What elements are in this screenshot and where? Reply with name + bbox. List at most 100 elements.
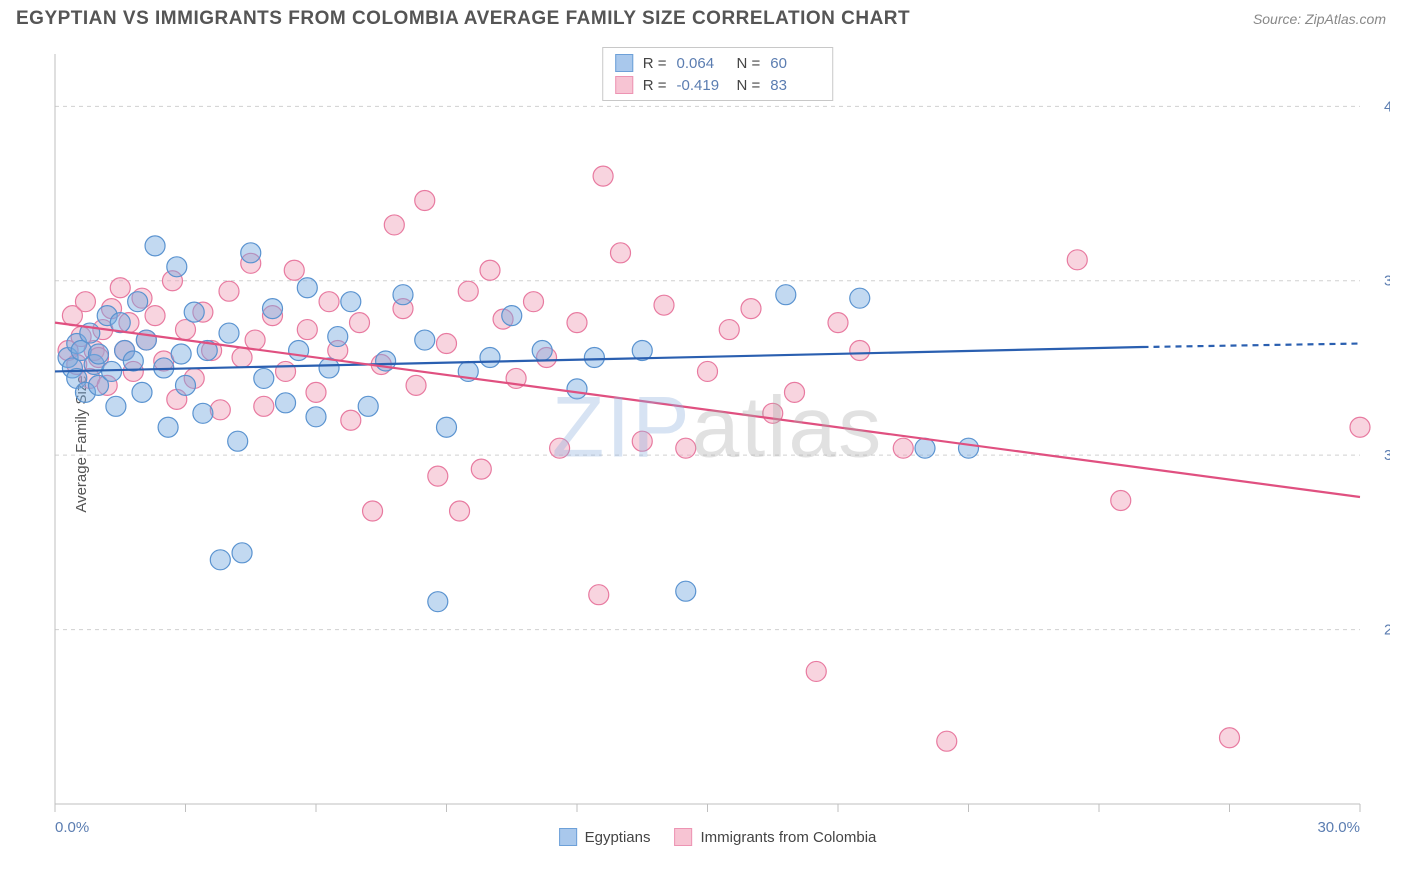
data-point [828, 313, 848, 333]
data-point [341, 410, 361, 430]
data-point [219, 323, 239, 343]
scatter-plot: 2.503.003.504.000.0%30.0% [45, 44, 1390, 844]
y-tick-label: 3.50 [1384, 273, 1390, 290]
legend-item-2: Immigrants from Colombia [674, 828, 876, 846]
data-point [393, 285, 413, 305]
data-point [193, 403, 213, 423]
data-point [176, 375, 196, 395]
data-point [297, 320, 317, 340]
legend-label-1: Egyptians [585, 829, 651, 846]
stats-legend: R = 0.064 N = 60 R = -0.419 N = 83 [602, 47, 834, 101]
data-point [785, 382, 805, 402]
swatch-icon [674, 828, 692, 846]
data-point [289, 341, 309, 361]
data-point [428, 592, 448, 612]
data-point [654, 295, 674, 315]
data-point [428, 466, 448, 486]
data-point [89, 344, 109, 364]
data-point [524, 292, 544, 312]
data-point [850, 341, 870, 361]
data-point [593, 166, 613, 186]
n-value-2: 83 [770, 77, 820, 94]
data-point [232, 347, 252, 367]
data-point [471, 459, 491, 479]
data-point [284, 260, 304, 280]
data-point [341, 292, 361, 312]
stats-row-2: R = -0.419 N = 83 [615, 74, 821, 96]
data-point [228, 431, 248, 451]
x-start-label: 0.0% [55, 819, 89, 836]
data-point [1350, 417, 1370, 437]
data-point [167, 257, 187, 277]
data-point [676, 438, 696, 458]
data-point [328, 327, 348, 347]
data-point [219, 281, 239, 301]
r-label: R = [643, 55, 667, 72]
source-label: Source: ZipAtlas.com [1253, 11, 1386, 27]
legend-label-2: Immigrants from Colombia [700, 829, 876, 846]
data-point [480, 260, 500, 280]
data-point [132, 382, 152, 402]
data-point [567, 379, 587, 399]
data-point [106, 396, 126, 416]
data-point [1220, 728, 1240, 748]
data-point [937, 731, 957, 751]
data-point [350, 313, 370, 333]
data-point [698, 361, 718, 381]
data-point [102, 361, 122, 381]
data-point [297, 278, 317, 298]
series-legend: Egyptians Immigrants from Colombia [559, 828, 877, 846]
data-point [384, 215, 404, 235]
data-point [306, 407, 326, 427]
trend-line-extrapolated [1143, 344, 1361, 347]
x-end-label: 30.0% [1317, 819, 1360, 836]
data-point [210, 550, 230, 570]
data-point [1067, 250, 1087, 270]
data-point [502, 306, 522, 326]
data-point [567, 313, 587, 333]
data-point [306, 382, 326, 402]
n-label: N = [737, 55, 761, 72]
swatch-series-2 [615, 76, 633, 94]
y-tick-label: 2.50 [1384, 622, 1390, 639]
data-point [458, 281, 478, 301]
trend-line [55, 323, 1360, 497]
data-point [415, 330, 435, 350]
swatch-series-1 [615, 54, 633, 72]
data-point [959, 438, 979, 458]
data-point [719, 320, 739, 340]
data-point [363, 501, 383, 521]
r-value-1: 0.064 [677, 55, 727, 72]
data-point [319, 292, 339, 312]
data-point [358, 396, 378, 416]
data-point [450, 501, 470, 521]
r-label: R = [643, 77, 667, 94]
data-point [245, 330, 265, 350]
chart-header: EGYPTIAN VS IMMIGRANTS FROM COLOMBIA AVE… [0, 0, 1406, 34]
y-tick-label: 3.00 [1384, 447, 1390, 464]
data-point [232, 543, 252, 563]
stats-row-1: R = 0.064 N = 60 [615, 52, 821, 74]
data-point [123, 351, 143, 371]
data-point [415, 191, 435, 211]
data-point [145, 236, 165, 256]
data-point [584, 347, 604, 367]
data-point [550, 438, 570, 458]
data-point [406, 375, 426, 395]
data-point [532, 341, 552, 361]
data-point [276, 361, 296, 381]
data-point [254, 368, 274, 388]
swatch-icon [559, 828, 577, 846]
data-point [437, 417, 457, 437]
data-point [806, 661, 826, 681]
data-point [254, 396, 274, 416]
data-point [110, 278, 130, 298]
data-point [480, 347, 500, 367]
data-point [241, 243, 261, 263]
data-point [437, 334, 457, 354]
data-point [741, 299, 761, 319]
data-point [158, 417, 178, 437]
data-point [850, 288, 870, 308]
data-point [1111, 491, 1131, 511]
data-point [276, 393, 296, 413]
